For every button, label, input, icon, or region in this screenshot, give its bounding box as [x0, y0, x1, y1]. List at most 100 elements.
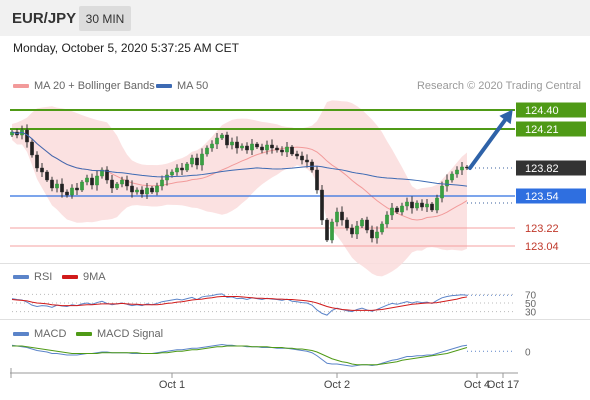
candle-body [395, 207, 399, 213]
candle-body [300, 155, 304, 161]
candle-body [330, 221, 334, 241]
level-box-124.40 [516, 102, 586, 118]
candle-body [405, 201, 409, 207]
candle-body [255, 143, 259, 148]
candle-body [350, 227, 354, 235]
candle-body [155, 185, 159, 193]
candle-body [325, 219, 329, 241]
candle-body [230, 141, 234, 146]
level-label-123.82: 123.82 [525, 163, 559, 175]
bollinger-legend: MA 20 + Bollinger Bands [13, 80, 155, 92]
candle-body [125, 179, 129, 187]
candle-body [250, 143, 254, 151]
macd-signal-legend-label: MACD Signal [97, 328, 164, 340]
rsi-swatch [13, 275, 29, 279]
candle-body [110, 179, 114, 189]
candle-body [370, 229, 374, 239]
macd-signal-swatch [76, 332, 92, 336]
candle-body [345, 219, 349, 229]
rsi-ma-legend: 9MA [62, 271, 106, 283]
candle-body [425, 203, 429, 208]
level-box-123.82 [516, 160, 586, 176]
level-box-124.21 [516, 121, 586, 137]
ma50-legend-label: MA 50 [177, 80, 209, 92]
candle-body [70, 187, 74, 196]
candle-body [120, 179, 124, 185]
rsi-legend: RSI [13, 271, 52, 283]
candle-body [440, 185, 444, 199]
candle-body [95, 175, 99, 186]
candle-body [305, 159, 309, 163]
candle-body [445, 179, 449, 187]
macd-signal-line [12, 345, 468, 366]
rsi-level-label: 70 [525, 290, 537, 301]
bollinger-swatch [13, 84, 29, 88]
candle-body [235, 141, 239, 149]
candle-body [280, 149, 284, 153]
x-tick-label: Oct 17 [487, 379, 519, 391]
candle-body [145, 187, 149, 195]
macd-swatch [13, 332, 29, 336]
candle-body [270, 144, 274, 149]
macd-separator [0, 319, 590, 320]
candle-body [295, 153, 299, 157]
candle-body [175, 167, 179, 173]
timestamp: Monday, October 5, 2020 5:37:25 AM CET [13, 41, 239, 55]
candle-body [410, 201, 414, 209]
candle-body [225, 134, 229, 146]
forecast-arrow-head [499, 109, 513, 125]
candle-body [390, 207, 394, 216]
level-label-123.54: 123.54 [525, 191, 559, 203]
candle-body [355, 225, 359, 235]
candle-body [45, 171, 49, 181]
candle-body [180, 167, 184, 171]
candle-body [60, 183, 64, 193]
candle-body [100, 169, 104, 177]
candle-body [190, 157, 194, 165]
macd-line [11, 343, 468, 367]
ma50-line [11, 131, 468, 187]
candle-body [435, 197, 439, 211]
candle-body [455, 169, 459, 175]
x-tick-label: Oct 4 [464, 379, 490, 391]
candle-body [65, 191, 69, 196]
candle-body [30, 141, 34, 156]
candle-body [360, 219, 364, 227]
candle-body [380, 223, 384, 233]
candle-body [290, 146, 294, 155]
candle-body [340, 211, 344, 221]
forecast-arrow [468, 109, 513, 170]
candle-body [335, 211, 339, 223]
level-label-123.04: 123.04 [525, 241, 559, 253]
macd-zero-label: 0 [525, 347, 531, 358]
candle-body [85, 177, 89, 183]
candle-body [285, 146, 289, 153]
research-credit: Research © 2020 Trading Central [416, 80, 581, 92]
candle-body [420, 202, 424, 208]
candle-body [365, 219, 369, 231]
candles [10, 124, 469, 244]
candle-body [275, 147, 279, 151]
candle-body [135, 189, 139, 193]
candle-body [315, 169, 319, 191]
symbol-title: EUR/JPY [12, 10, 77, 27]
rsi-ma-line [11, 296, 468, 311]
candle-body [220, 134, 224, 139]
level-label-124.21: 124.21 [525, 124, 559, 136]
candle-body [80, 181, 84, 191]
candle-body [215, 137, 219, 145]
candle-body [320, 189, 324, 221]
macd-panel: 0 [11, 343, 531, 367]
macd-signal-legend: MACD Signal [76, 328, 163, 340]
ma50-swatch [156, 84, 172, 88]
candle-body [55, 183, 59, 189]
timeframe-button[interactable]: 30 MIN [79, 6, 131, 31]
rsi-level-label: 30 [525, 308, 537, 319]
rsi-line [11, 293, 468, 316]
candle-body [460, 166, 464, 171]
candle-body [200, 153, 204, 166]
candle-body [450, 173, 454, 181]
